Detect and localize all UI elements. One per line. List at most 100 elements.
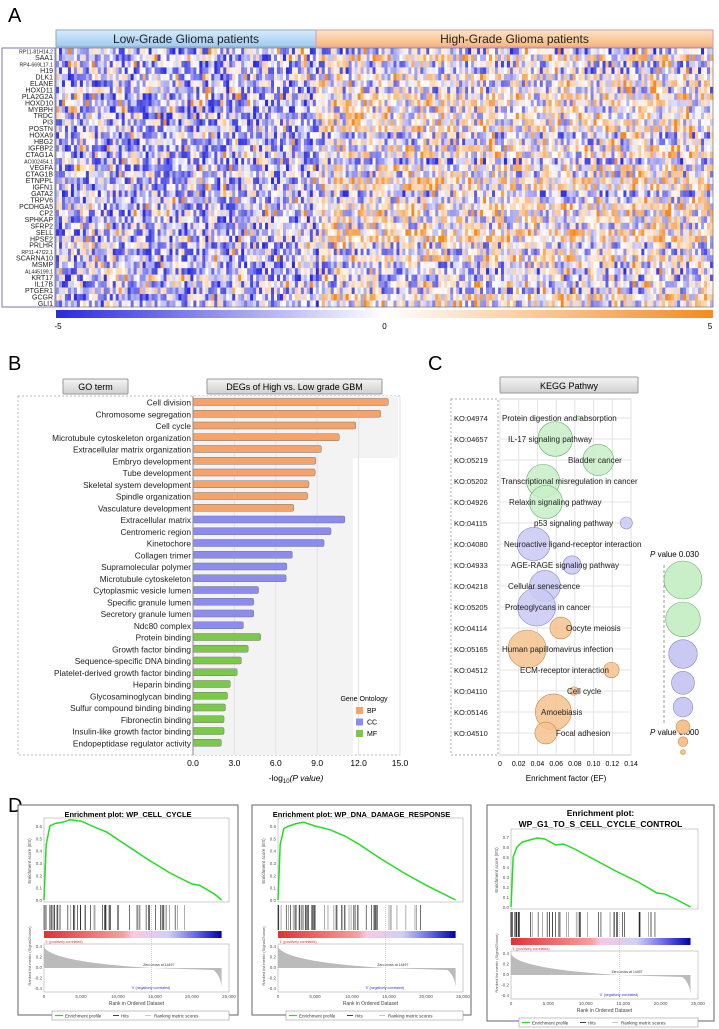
heatmap-cell	[689, 106, 693, 113]
heatmap-cell	[306, 60, 311, 68]
heatmap-cell	[303, 171, 308, 178]
heatmap-cell	[303, 54, 308, 62]
heatmap-cell	[339, 183, 343, 191]
heatmap-cell	[330, 145, 335, 152]
heatmap-cell	[309, 80, 314, 88]
heatmap-cell	[76, 138, 81, 146]
heatmap-cell	[217, 171, 221, 178]
heatmap-cell	[378, 138, 382, 146]
heatmap-cell	[303, 190, 308, 198]
heatmap-cell	[566, 151, 570, 159]
heatmap-cell	[611, 86, 615, 94]
heatmap-cell	[76, 54, 81, 62]
heatmap-cell	[656, 145, 660, 152]
heatmap-cell	[474, 73, 478, 81]
heatmap-cell	[438, 48, 442, 55]
heatmap-cell	[686, 60, 690, 68]
heatmap-cell	[474, 80, 478, 88]
heatmap-cell	[103, 145, 108, 152]
heatmap-cell	[551, 86, 556, 94]
heatmap-cell	[632, 67, 636, 75]
heatmap-cell	[91, 125, 96, 133]
heatmap-cell	[623, 158, 627, 165]
heatmap-cell	[163, 145, 167, 152]
heatmap-cell	[402, 86, 406, 94]
heatmap-cell	[133, 132, 137, 139]
heatmap-cell	[211, 54, 215, 62]
heatmap-cell	[551, 99, 556, 107]
heatmap-cell	[495, 132, 499, 139]
heatmap-cell	[124, 112, 128, 120]
heatmap-cell	[707, 99, 711, 107]
heatmap-cell	[605, 54, 609, 62]
heatmap-cell	[453, 86, 457, 94]
heatmap-cell	[282, 60, 287, 68]
heatmap-cell	[79, 106, 84, 113]
heatmap-cell	[539, 73, 544, 81]
heatmap-cell	[429, 112, 433, 120]
heatmap-cell	[471, 60, 475, 68]
heatmap-cell	[704, 112, 708, 120]
heatmap-cell	[259, 125, 263, 133]
heatmap-cell	[306, 125, 311, 133]
heatmap-cell	[199, 158, 203, 165]
heatmap-cell	[704, 86, 708, 94]
heatmap-cell	[327, 151, 332, 159]
heatmap-cell	[542, 80, 547, 88]
heatmap-cell	[211, 158, 215, 165]
heatmap-cell	[635, 171, 639, 178]
heatmap-cell	[145, 132, 149, 139]
heatmap-cell	[279, 164, 284, 172]
heatmap-cell	[674, 183, 678, 191]
heatmap-cell	[178, 158, 182, 165]
heatmap-cell	[650, 138, 654, 146]
heatmap-cell	[265, 112, 269, 120]
heatmap-cell	[653, 86, 657, 94]
heatmap-cell	[175, 190, 179, 198]
heatmap-cell	[276, 171, 281, 178]
heatmap-cell	[429, 177, 433, 185]
heatmap-cell	[399, 48, 403, 55]
heatmap-cell	[623, 54, 627, 62]
heatmap-cell	[647, 54, 651, 62]
heatmap-cell	[545, 80, 550, 88]
heatmap-cell	[97, 60, 102, 68]
heatmap-cell	[193, 145, 197, 152]
heatmap-cell	[244, 119, 248, 126]
heatmap-cell	[276, 158, 281, 165]
heatmap-cell	[566, 145, 570, 152]
heatmap-cell	[67, 80, 72, 88]
heatmap-cell	[387, 158, 391, 165]
heatmap-cell	[518, 60, 523, 68]
heatmap-cell	[169, 119, 173, 126]
heatmap-cell	[226, 132, 230, 139]
heatmap-cell	[578, 119, 582, 126]
heatmap-cell	[602, 54, 606, 62]
heatmap-cell	[345, 119, 349, 126]
heatmap-cell	[88, 177, 93, 185]
heatmap-cell	[217, 73, 221, 81]
heatmap-cell	[79, 48, 84, 55]
heatmap-cell	[318, 48, 323, 55]
heatmap-cell	[659, 54, 663, 62]
heatmap-cell	[489, 164, 493, 172]
heatmap-cell	[518, 177, 523, 185]
heatmap-cell	[477, 86, 481, 94]
heatmap-cell	[500, 106, 505, 113]
heatmap-cell	[294, 132, 299, 139]
heatmap-cell	[581, 138, 585, 146]
heatmap-cell	[497, 151, 502, 159]
heatmap-cell	[157, 60, 161, 68]
heatmap-cell	[417, 164, 421, 172]
heatmap-cell	[285, 48, 290, 55]
heatmap-cell	[312, 73, 317, 81]
heatmap-cell	[674, 54, 678, 62]
heatmap-cell	[109, 125, 114, 133]
heatmap-cell	[536, 132, 541, 139]
heatmap-cell	[381, 73, 385, 81]
gene-label: HOXD10	[25, 100, 53, 107]
heatmap-cell	[297, 67, 302, 75]
heatmap-cell	[480, 119, 484, 126]
heatmap-cell	[348, 119, 352, 126]
heatmap-cell	[668, 60, 672, 68]
